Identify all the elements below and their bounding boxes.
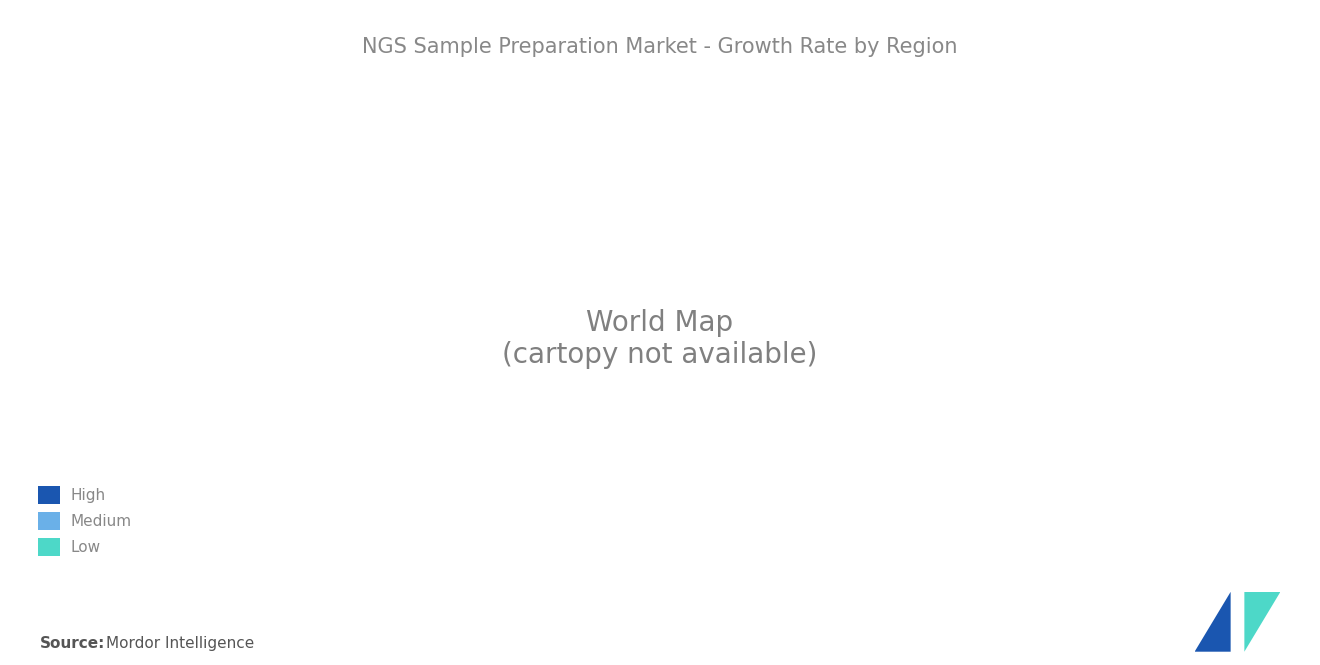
Text: Source:: Source: [40,636,106,652]
Legend: High, Medium, Low: High, Medium, Low [34,481,136,561]
Text: NGS Sample Preparation Market - Growth Rate by Region: NGS Sample Preparation Market - Growth R… [362,37,958,57]
Polygon shape [1195,592,1230,652]
Polygon shape [1245,592,1280,652]
Text: World Map
(cartopy not available): World Map (cartopy not available) [503,309,817,369]
Text: Mordor Intelligence: Mordor Intelligence [106,636,253,652]
